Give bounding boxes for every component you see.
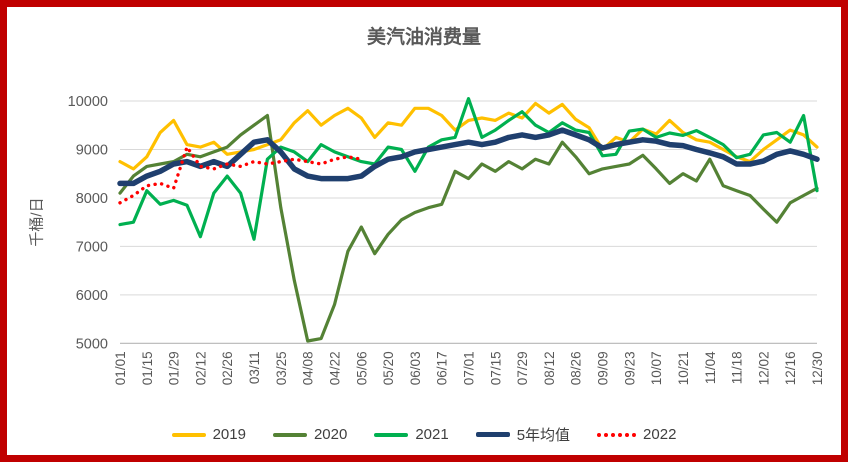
legend-dot <box>604 432 609 437</box>
x-tick-label: 06/17 <box>435 351 450 385</box>
x-tick-label: 07/29 <box>515 351 530 385</box>
series-line-2020 <box>118 113 819 343</box>
legend-label: 2020 <box>313 426 348 443</box>
series-line-2021 <box>118 96 819 241</box>
chart-legend: 2019 2020 2021 5年均值 2022 <box>0 424 848 445</box>
legend-swatch-2019 <box>171 432 206 437</box>
legend-label: 2021 <box>415 426 449 443</box>
legend-dot <box>597 432 602 437</box>
x-tick-label: 01/01 <box>113 351 128 385</box>
legend-label: 5年均值 <box>516 427 571 444</box>
x-tick-label: 10/21 <box>676 351 691 385</box>
legend-item-2022: 2022 <box>597 426 676 443</box>
legend-dot <box>632 432 637 437</box>
x-tick-label: 11/18 <box>730 351 745 384</box>
x-tick-label: 01/15 <box>140 351 155 385</box>
legend-swatch-5年均值 <box>475 431 510 438</box>
y-tick-label: 5000 <box>76 336 108 352</box>
series-line-5年均值 <box>117 127 820 187</box>
chart-title: 美汽油消费量 <box>366 27 481 48</box>
x-tick-label: 11/04 <box>703 351 718 384</box>
legend-item-2019: 2019 <box>171 426 246 443</box>
x-tick-label: 07/01 <box>462 351 477 385</box>
x-tick-label: 06/03 <box>408 351 423 385</box>
y-tick-label: 8000 <box>76 191 108 207</box>
legend-item-5年均值: 5年均值 <box>475 424 571 445</box>
x-tick-label: 04/22 <box>328 351 343 385</box>
x-tick-label: 10/07 <box>649 351 664 385</box>
legend-dot <box>625 432 630 437</box>
x-tick-label: 02/12 <box>193 351 208 385</box>
x-tick-label: 09/23 <box>622 351 637 385</box>
y-tick-label: 6000 <box>76 288 108 304</box>
x-tick-label: 09/09 <box>596 351 611 385</box>
legend-item-2020: 2020 <box>272 426 348 443</box>
legend-dot <box>618 432 623 437</box>
legend-swatch-2020 <box>272 432 307 437</box>
x-tick-label: 12/16 <box>783 351 798 385</box>
x-tick-label: 08/26 <box>569 351 584 385</box>
series-line-2019 <box>118 101 819 171</box>
y-tick-label: 7000 <box>76 239 108 255</box>
legend-dot <box>611 432 616 437</box>
legend-swatch-2022 <box>597 432 637 437</box>
legend-item-2021: 2021 <box>374 426 449 443</box>
x-tick-label: 02/26 <box>220 351 235 385</box>
x-tick-label: 01/29 <box>167 351 182 385</box>
x-tick-label: 12/30 <box>810 351 825 385</box>
x-tick-label: 05/20 <box>381 351 396 385</box>
x-tick-label: 08/12 <box>542 351 557 385</box>
y-tick-label: 9000 <box>76 143 108 159</box>
legend-swatch-2021 <box>374 432 409 437</box>
series-line-2022 <box>118 145 363 205</box>
x-tick-label: 07/15 <box>488 351 503 385</box>
x-tick-label: 04/08 <box>301 351 316 385</box>
x-tick-label: 03/11 <box>247 351 262 384</box>
legend-label: 2022 <box>643 426 677 443</box>
x-tick-label: 05/06 <box>354 351 369 385</box>
legend-label: 2019 <box>212 426 246 443</box>
x-tick-label: 12/02 <box>756 351 771 385</box>
y-tick-label: 10000 <box>68 94 108 110</box>
x-tick-label: 03/25 <box>274 351 289 385</box>
